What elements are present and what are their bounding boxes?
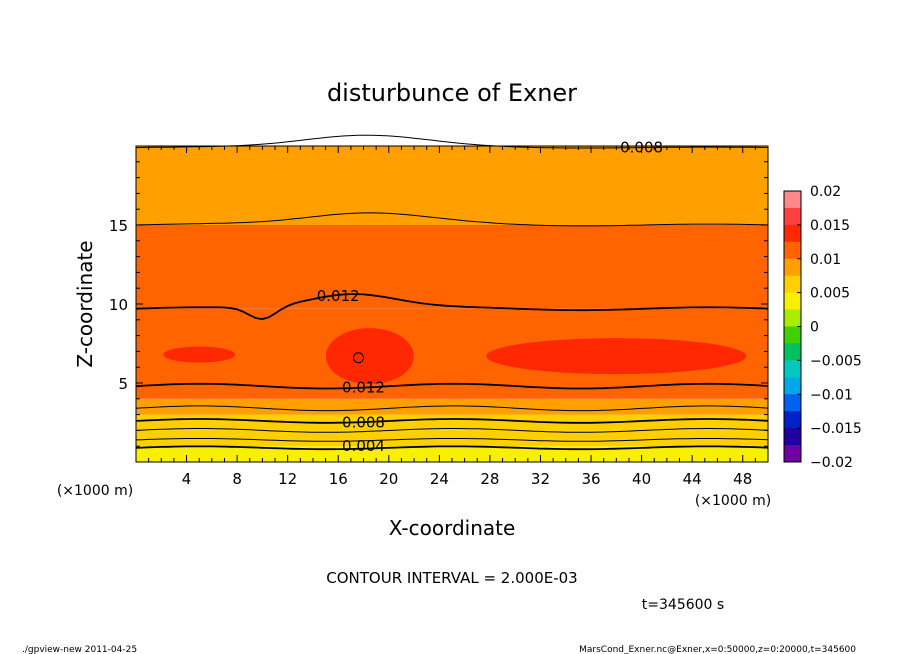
colorbar-tick-label: −0.01 (810, 387, 853, 403)
footer-left: ./gpview-new 2011-04-25 (22, 645, 137, 654)
y-tick-label: 15 (109, 217, 128, 235)
x-tick-label: 36 (581, 470, 600, 488)
field-max (352, 352, 364, 364)
field-band (136, 414, 768, 431)
colorbar-swatch (784, 224, 801, 243)
contour-label: 0.012 (342, 379, 385, 397)
x-unit-label-left: (×1000 m) (57, 483, 133, 499)
time-text: t=345600 s (642, 597, 724, 613)
colorbar-swatch (784, 394, 801, 412)
colorbar-tick-label: −0.02 (810, 455, 853, 471)
colorbar-tick-label: 0.005 (810, 286, 850, 302)
contour-interval-text: CONTOUR INTERVAL = 2.000E-03 (326, 569, 577, 587)
contour-line (135, 418, 769, 424)
colorbar-swatch (784, 343, 801, 361)
contour-line (135, 428, 769, 433)
chart-title: disturbunce of Exner (327, 79, 577, 107)
colorbar-swatch (784, 411, 801, 429)
contour-line (135, 405, 769, 412)
x-tick-label: 8 (232, 470, 242, 488)
colorbar-swatch (784, 309, 801, 327)
x-tick-label: 44 (683, 470, 702, 488)
colorbar-swatch (784, 377, 801, 395)
colorbar-tick-label: 0 (810, 320, 819, 336)
x-tick-label: 12 (278, 470, 297, 488)
contour-label: 0.004 (342, 437, 385, 455)
field-band (136, 185, 768, 225)
colorbar: 0.02 0.015 0.01 0.005 0 −0.005 −0.01 −0.015 −0.0… (783, 184, 862, 471)
field-band (136, 225, 768, 265)
x-tick-label: 28 (480, 470, 499, 488)
contour-line (135, 382, 769, 390)
x-tick-label: 16 (329, 470, 348, 488)
x-tick-label: 48 (733, 470, 752, 488)
contour-line (135, 293, 769, 321)
field-band (136, 264, 768, 309)
colorbar-swatch (784, 207, 801, 226)
contour-line (135, 212, 769, 227)
field-band (136, 398, 768, 415)
colorbar-swatch (784, 275, 801, 294)
y-tick-label: 5 (118, 375, 128, 393)
colorbar-swatch (784, 445, 801, 463)
x-tick-label: 32 (531, 470, 550, 488)
colorbar-swatch (784, 428, 801, 446)
contour-line (135, 438, 769, 442)
field-band (136, 446, 768, 462)
footer-right: MarsCond_Exner.nc@Exner,x=0:50000,z=0:20… (579, 645, 856, 654)
contour-line (135, 445, 769, 451)
x-unit-label-right: (×1000 m) (695, 493, 771, 509)
field-peak (325, 328, 414, 385)
x-tick-label: 4 (182, 470, 192, 488)
x-axis-title: X-coordinate (389, 516, 516, 540)
field-peak (486, 338, 747, 375)
colorbar-swatch (784, 360, 801, 378)
colorbar-swatch (784, 241, 801, 260)
y-axis-title: Z-coordinate (73, 240, 97, 367)
colorbar-swatch (784, 292, 801, 311)
contour-label: 0.012 (317, 287, 360, 305)
x-tick-label: 40 (632, 470, 651, 488)
colorbar-tick-label: −0.005 (810, 353, 862, 369)
colorbar-swatch (784, 258, 801, 277)
colorbar-swatch (784, 326, 801, 344)
x-tick-label: 24 (430, 470, 449, 488)
field-band (136, 146, 768, 186)
colorbar-tick-label: 0.01 (810, 252, 841, 268)
colorbar-tick-label: −0.015 (810, 421, 862, 437)
colorbar-swatch (784, 191, 801, 209)
contour-label: 0.008 (342, 414, 385, 432)
x-tick-label: 20 (379, 470, 398, 488)
colorbar-tick-label: 0.02 (810, 184, 841, 200)
field-peak (163, 346, 236, 363)
y-tick-label: 10 (109, 296, 128, 314)
colorbar-tick-label: 0.015 (810, 218, 850, 234)
